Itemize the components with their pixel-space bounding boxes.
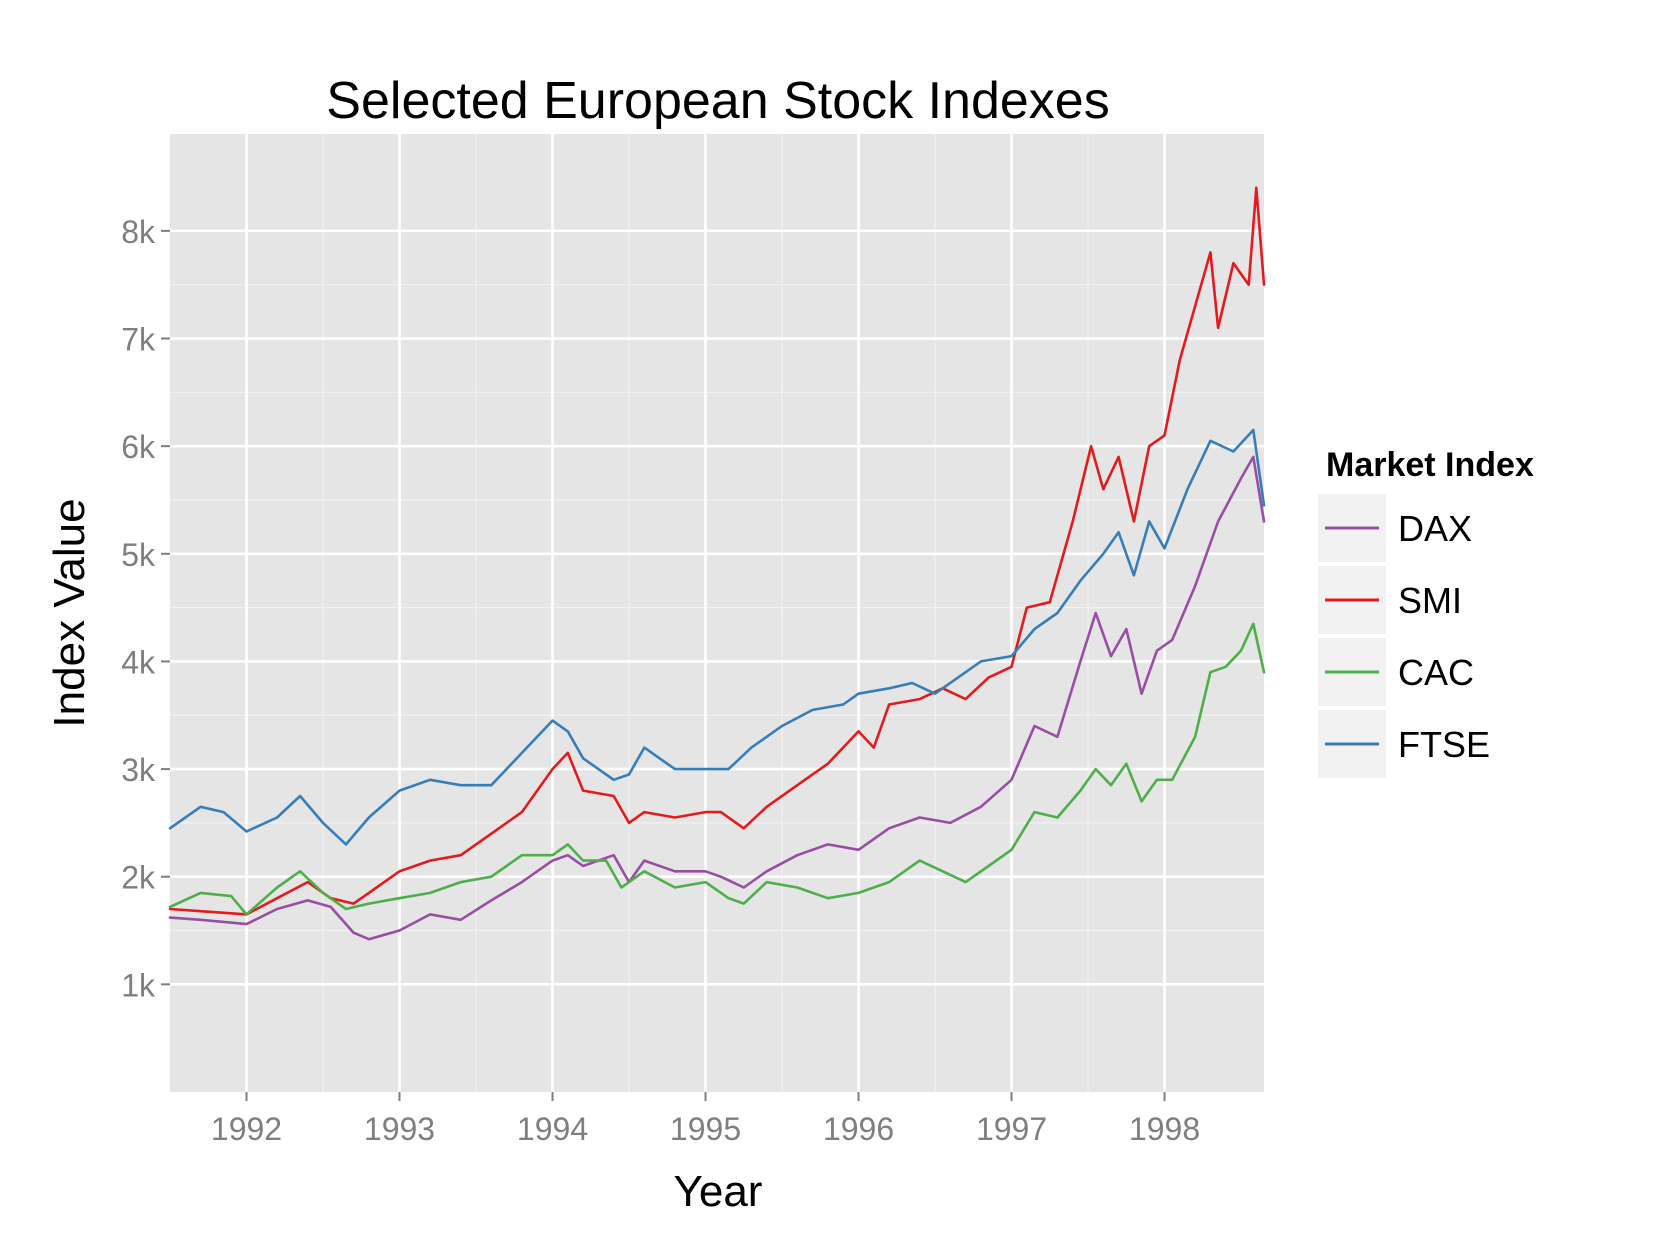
plot-panel — [170, 134, 1264, 1092]
x-tick-label: 1992 — [211, 1111, 282, 1147]
legend-label-smi: SMI — [1398, 580, 1462, 621]
grid-lines — [170, 134, 1264, 1092]
y-tick-label: 7k — [121, 322, 156, 358]
x-tick-label: 1995 — [670, 1111, 741, 1147]
y-tick-label: 5k — [121, 537, 156, 573]
y-tick-label: 3k — [121, 752, 156, 788]
legend: Market Index DAX SMI CAC FTSE — [1318, 446, 1534, 778]
series-line-cac — [168, 622, 1266, 916]
data-series — [168, 186, 1266, 941]
legend-label-cac: CAC — [1398, 652, 1474, 693]
x-tick-label: 1996 — [823, 1111, 894, 1147]
y-axis-title: Index Value — [45, 498, 94, 727]
series-line-dax — [168, 455, 1266, 941]
x-axis-title: Year — [674, 1167, 763, 1216]
x-tick-label: 1993 — [364, 1111, 435, 1147]
x-tick-label: 1997 — [976, 1111, 1047, 1147]
series-line-ftse — [168, 428, 1266, 846]
y-tick-label: 2k — [121, 860, 156, 896]
x-tick-label: 1998 — [1129, 1111, 1200, 1147]
chart-title: Selected European Stock Indexes — [326, 72, 1109, 130]
y-tick-label: 6k — [121, 429, 156, 465]
series-line-smi — [168, 186, 1266, 916]
y-tick-label: 8k — [121, 214, 156, 250]
y-tick-label: 1k — [121, 967, 156, 1003]
legend-label-ftse: FTSE — [1398, 724, 1490, 765]
legend-label-dax: DAX — [1398, 508, 1472, 549]
legend-title: Market Index — [1326, 446, 1534, 484]
y-tick-label: 4k — [121, 644, 156, 680]
x-axis-ticks: 1992 1993 1994 1995 1996 1997 1998 — [211, 1092, 1200, 1147]
y-axis-ticks: 1k 2k 3k 4k 5k 6k 7k 8k — [121, 214, 170, 1003]
legend-entries: DAX SMI CAC FTSE — [1318, 494, 1490, 778]
x-tick-label: 1994 — [517, 1111, 588, 1147]
